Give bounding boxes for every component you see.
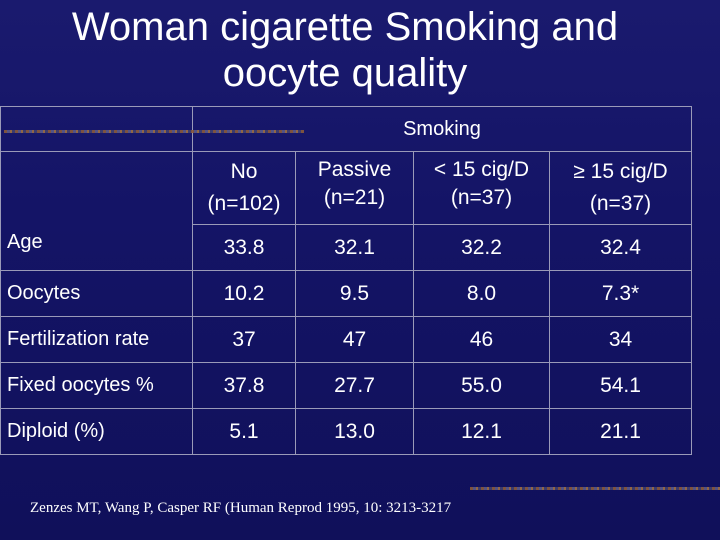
table-row-fixed-oocytes: Fixed oocytes % 37.8 27.7 55.0 54.1 [0, 362, 692, 409]
cell-age-gte15: 32.4 [549, 224, 692, 271]
column-header-passive-line2: (n=21) [323, 186, 386, 209]
column-header-lt15-line2: (n=37) [450, 186, 513, 209]
column-header-lt15-line1: < 15 cig/D [433, 158, 530, 181]
table-row-diploid: Diploid (%) 5.1 13.0 12.1 21.1 [0, 408, 692, 455]
cell-fixed-lt15: 55.0 [413, 362, 550, 409]
results-table: Smoking Age No (n=102) Passive (n=21) < … [0, 106, 692, 455]
column-header-passive: Passive (n=21) [295, 151, 414, 225]
table-header-row-columns: Age No (n=102) Passive (n=21) < 15 cig/D… [0, 151, 692, 271]
column-header-gte15-line1: ≥ 15 cig/D [573, 160, 668, 183]
row-label-fertilization: Fertilization rate [0, 316, 193, 363]
table-row-age-values: 33.8 32.1 32.2 32.4 [1, 224, 692, 271]
table-row-fertilization: Fertilization rate 37 47 46 34 [0, 316, 692, 363]
header-label-cell: Age [0, 151, 193, 271]
cell-fertilization-lt15: 46 [413, 316, 550, 363]
cell-fixed-no: 37.8 [192, 362, 296, 409]
cell-diploid-gte15: 21.1 [549, 408, 692, 455]
cell-fertilization-no: 37 [192, 316, 296, 363]
smoking-group-header: Smoking [192, 106, 692, 152]
table-row-oocytes: Oocytes 10.2 9.5 8.0 7.3* [0, 270, 692, 317]
cell-fixed-passive: 27.7 [295, 362, 414, 409]
cell-diploid-passive: 13.0 [295, 408, 414, 455]
cell-age-lt15: 32.2 [413, 224, 550, 271]
cell-age-passive: 32.1 [295, 224, 414, 271]
cell-age-no: 33.8 [192, 224, 296, 271]
cell-oocytes-passive: 9.5 [295, 270, 414, 317]
citation-text: Zenzes MT, Wang P, Casper RF (Human Repr… [30, 500, 452, 516]
slide-title: Woman cigarette Smoking and oocyte quali… [0, 4, 690, 96]
cell-oocytes-no: 10.2 [192, 270, 296, 317]
decorative-rule-bottom [470, 487, 720, 490]
row-label-fixed-oocytes: Fixed oocytes % [0, 362, 193, 409]
row-label-diploid: Diploid (%) [0, 408, 193, 455]
title-line-2: oocyte quality [222, 51, 468, 95]
column-header-passive-line1: Passive [317, 158, 392, 181]
cell-diploid-no: 5.1 [192, 408, 296, 455]
cell-fixed-gte15: 54.1 [549, 362, 692, 409]
cell-fertilization-gte15: 34 [549, 316, 692, 363]
title-line-1: Woman cigarette Smoking and [71, 5, 619, 49]
cell-oocytes-lt15: 8.0 [413, 270, 550, 317]
column-header-no: No (n=102) [192, 151, 296, 225]
cell-diploid-lt15: 12.1 [413, 408, 550, 455]
column-header-gte15: ≥ 15 cig/D (n=37) [549, 151, 692, 225]
column-header-lt15: < 15 cig/D (n=37) [413, 151, 550, 225]
header-empty-cell [0, 106, 193, 152]
cell-oocytes-gte15: 7.3* [549, 270, 692, 317]
row-label-age: Age [7, 231, 43, 253]
column-header-gte15-line2: (n=37) [589, 192, 652, 215]
table-header-row-group: Smoking [0, 106, 692, 152]
column-header-no-line1: No [230, 160, 258, 183]
decorative-rule-top [4, 130, 304, 133]
column-header-no-line2: (n=102) [207, 192, 281, 215]
cell-fertilization-passive: 47 [295, 316, 414, 363]
row-label-oocytes: Oocytes [0, 270, 193, 317]
